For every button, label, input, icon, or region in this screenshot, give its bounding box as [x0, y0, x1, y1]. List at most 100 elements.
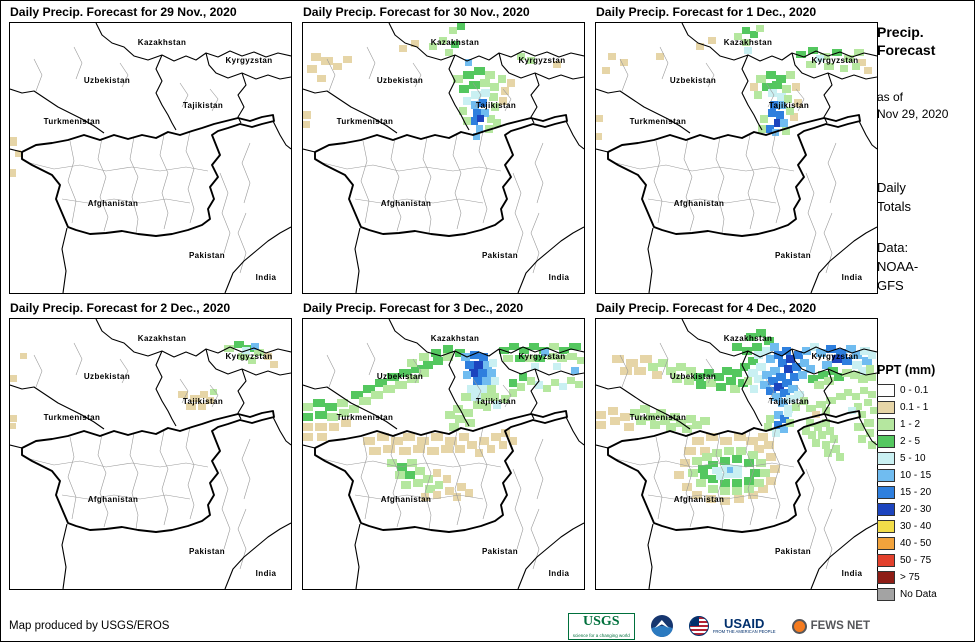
logos-row: USGS science for a changing world USAID …: [567, 612, 870, 640]
legend-swatch: [877, 384, 895, 397]
daily-totals-line: Totals: [877, 198, 911, 214]
map-panel-30nov: Daily Precip. Forecast for 30 Nov., 2020…: [302, 5, 585, 294]
map-panel-29nov: Daily Precip. Forecast for 29 Nov., 2020…: [9, 5, 292, 294]
map-canvas: Kazakhstan Kyrgyzstan Uzbekistan Tajikistan…: [595, 22, 878, 294]
legend-label: 0 - 0.1: [900, 385, 929, 396]
info-sidebar: Precip. Forecast as of Nov 29, 2020 Dail…: [877, 1, 973, 641]
country-label: Afghanistan: [88, 495, 139, 504]
province-borders: [29, 342, 251, 570]
precip-cells: [303, 23, 561, 140]
panel-title: Daily Precip. Forecast for 4 Dec., 2020: [596, 301, 817, 315]
legend-label: 40 - 50: [900, 538, 932, 549]
country-borders: [596, 319, 877, 589]
legend-entry: 50 - 75: [877, 552, 937, 569]
usaid-logo-text: USAID: [723, 616, 765, 632]
country-borders: [10, 319, 291, 589]
as-of-label: as of: [877, 90, 904, 104]
country-label: Turkmenistan: [44, 413, 101, 422]
country-label: Turkmenistan: [630, 117, 687, 126]
legend-entry: 30 - 40: [877, 518, 937, 535]
country-label: Uzbekistan: [84, 372, 130, 381]
country-label: Pakistan: [482, 547, 518, 556]
legend-label: > 75: [900, 572, 920, 583]
country-label: Afghanistan: [381, 199, 432, 208]
province-borders: [322, 46, 544, 274]
country-label: Afghanistan: [88, 199, 139, 208]
map-canvas: Kazakhstan Kyrgyzstan Uzbekistan Tajikistan…: [9, 22, 292, 294]
country-label: India: [256, 273, 277, 282]
country-label: Afghanistan: [674, 199, 725, 208]
legend-title: PPT (mm): [877, 363, 936, 377]
legend-label: 50 - 75: [900, 555, 932, 566]
afghanistan-border: [21, 410, 275, 533]
country-label: Pakistan: [775, 251, 811, 260]
usaid-logo-tagline: FROM THE AMERICAN PEOPLE: [712, 629, 776, 635]
legend-swatch: [877, 401, 895, 414]
usgs-logo-tagline: science for a changing world: [572, 632, 630, 638]
legend-swatch: [877, 554, 895, 567]
legend-swatch: [877, 486, 895, 499]
fewsnet-logo: FEWS NET: [791, 618, 870, 634]
country-labels: Kazakhstan Kyrgyzstan Uzbekistan Tajikistan…: [630, 334, 863, 578]
country-labels: Kazakhstan Kyrgyzstan Uzbekistan Tajikistan…: [337, 38, 570, 282]
country-borders: [596, 23, 877, 293]
province-borders: [322, 342, 544, 570]
legend-label: 1 - 2: [900, 419, 921, 430]
map-panel-3dec: Daily Precip. Forecast for 3 Dec., 2020 …: [302, 301, 585, 590]
usaid-logo: USAID FROM THE AMERICAN PEOPLE: [688, 616, 776, 636]
country-label: Kyrgyzstan: [518, 352, 565, 361]
sidebar-title-line: Precip.: [877, 24, 924, 40]
legend-entry: No Data: [877, 586, 937, 603]
country-label: Tajikistan: [183, 397, 223, 406]
map-canvas: Kazakhstan Kyrgyzstan Uzbekistan Tajikistan…: [595, 318, 878, 590]
legend-label: 5 - 10: [900, 453, 926, 464]
legend-swatch: [877, 520, 895, 533]
panel-title: Daily Precip. Forecast for 29 Nov., 2020: [10, 5, 237, 19]
country-label: Kyrgyzstan: [518, 56, 565, 65]
data-source-line: NOAA-: [877, 258, 919, 274]
province-borders: [615, 46, 837, 274]
country-label: Tajikistan: [476, 101, 516, 110]
legend-label: 2 - 5: [900, 436, 921, 447]
afghanistan-border: [314, 410, 568, 533]
country-borders: [303, 23, 584, 293]
legend-swatch: [877, 571, 895, 584]
usgs-logo-text: USGS: [583, 613, 620, 629]
country-label: India: [842, 273, 863, 282]
usgs-logo: USGS science for a changing world: [567, 612, 635, 640]
noaa-seal-icon: [650, 615, 673, 637]
as-of-date: as of Nov 29, 2020: [877, 89, 948, 124]
maps-grid: Daily Precip. Forecast for 29 Nov., 2020…: [9, 5, 878, 590]
country-label: Afghanistan: [381, 495, 432, 504]
usaid-seal-icon: [688, 616, 709, 636]
country-labels: Kazakhstan Kyrgyzstan Uzbekistan Tajikistan…: [44, 38, 277, 282]
legend-entry: 0.1 - 1: [877, 399, 937, 416]
precip-cells: [10, 137, 21, 177]
legend-label: 20 - 30: [900, 504, 932, 515]
country-label: Kyrgyzstan: [811, 56, 858, 65]
precip-cells: [303, 343, 584, 501]
country-label: India: [256, 569, 277, 578]
map-canvas: Kazakhstan Kyrgyzstan Uzbekistan Tajikistan…: [9, 318, 292, 590]
map-credit: Map produced by USGS/EROS: [9, 620, 170, 632]
fewsnet-logo-text: FEWS NET: [810, 620, 870, 632]
legend-label: No Data: [900, 589, 937, 600]
legend-label: 0.1 - 1: [900, 402, 929, 413]
country-label: Pakistan: [189, 251, 225, 260]
country-label: Kyrgyzstan: [225, 56, 272, 65]
country-label: Turkmenistan: [630, 413, 687, 422]
country-label: Tajikistan: [476, 397, 516, 406]
country-label: Kazakhstan: [724, 334, 772, 343]
country-label: Turkmenistan: [337, 117, 394, 126]
precip-cells: [596, 25, 872, 140]
legend-entry: 20 - 30: [877, 501, 937, 518]
legend-swatch: [877, 537, 895, 550]
country-label: Uzbekistan: [670, 76, 716, 85]
legend-swatch: [877, 452, 895, 465]
legend-entry: > 75: [877, 569, 937, 586]
country-label: Kyrgyzstan: [225, 352, 272, 361]
country-label: India: [842, 569, 863, 578]
panel-title: Daily Precip. Forecast for 3 Dec., 2020: [303, 301, 524, 315]
country-label: India: [549, 273, 570, 282]
